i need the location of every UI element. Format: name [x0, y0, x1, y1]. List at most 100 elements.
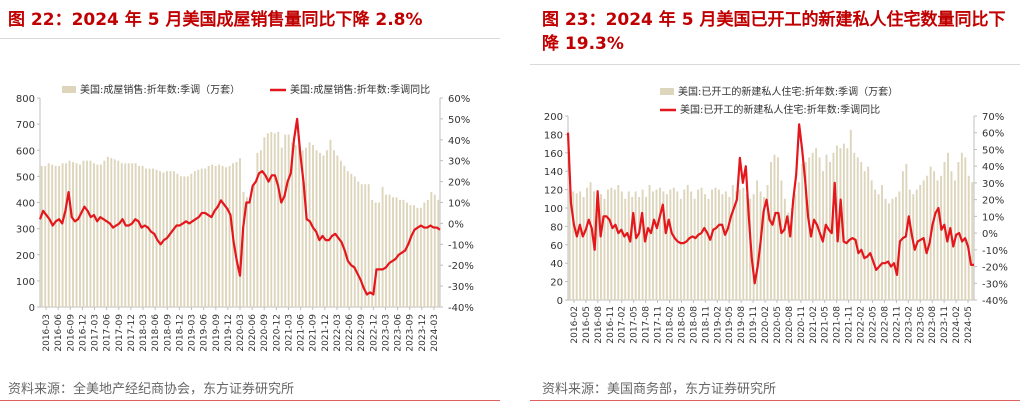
- legend-swatch-bar: [660, 88, 674, 95]
- x-tick-label: 2020-06: [248, 314, 258, 352]
- bar: [738, 189, 741, 300]
- x-tick-label: 2023-09: [406, 314, 416, 352]
- bar: [853, 152, 856, 300]
- x-tick-label: 2019-11: [749, 306, 759, 344]
- bar: [54, 165, 57, 307]
- x-tick-label: 2019-06: [200, 314, 210, 352]
- bar: [686, 185, 689, 300]
- bar: [801, 163, 804, 300]
- x-tick-label: 2018-05: [677, 306, 687, 344]
- chart-panel-housing-starts: 图 23：2024 年 5 月美国已开工的新建私人住宅数量同比下降 19.3% …: [530, 0, 1020, 409]
- bar: [742, 187, 745, 300]
- bar: [329, 139, 332, 307]
- bar: [131, 163, 134, 307]
- bar: [423, 202, 426, 307]
- bar: [89, 160, 92, 307]
- x-tick-label: 2019-09: [212, 314, 222, 352]
- bar: [172, 171, 175, 307]
- chart-source: 资料来源：全美地产经纪商协会，东方证券研究所: [8, 382, 295, 397]
- bar: [697, 189, 700, 300]
- bar: [61, 163, 64, 307]
- bar: [103, 160, 106, 307]
- x-tick-label: 2021-02: [809, 306, 819, 344]
- bar: [693, 198, 696, 300]
- x-tick-label: 2020-09: [260, 314, 270, 352]
- x-tick-label: 2022-08: [880, 306, 890, 344]
- bar: [409, 205, 412, 307]
- bar: [437, 199, 440, 307]
- bar: [568, 189, 571, 300]
- x-tick-label: 2016-02: [570, 306, 580, 344]
- bar: [259, 150, 262, 307]
- x-tick-label: 2022-03: [333, 314, 343, 352]
- x-tick-label: 2016-03: [42, 314, 52, 352]
- x-tick-label: 2017-03: [91, 314, 101, 352]
- bar: [179, 176, 182, 308]
- bar: [672, 187, 675, 300]
- bar: [787, 212, 790, 300]
- bar: [849, 129, 852, 300]
- bar: [919, 185, 922, 300]
- bar: [301, 150, 304, 307]
- y-tick-label-right: 0%: [982, 229, 998, 240]
- x-tick-label: 2023-11: [940, 306, 950, 344]
- bar: [940, 175, 942, 300]
- bar: [197, 169, 200, 307]
- y-tick-label-left: 120: [544, 186, 563, 197]
- bar: [319, 152, 321, 307]
- bar: [797, 182, 800, 300]
- y-tick-label-left: 80: [550, 222, 563, 233]
- bar: [225, 167, 228, 307]
- bar: [266, 133, 269, 307]
- bar: [72, 162, 74, 307]
- bar: [353, 176, 356, 308]
- chart-plot-housing-starts: 0 20 40 60 80 100 120 140 160 180 200 -40% -30% -20% -…: [544, 85, 1008, 344]
- x-tick-label: 2017-08: [642, 306, 652, 344]
- bar: [832, 152, 835, 300]
- bar: [75, 163, 78, 307]
- y-tick-label-right: 60%: [448, 94, 470, 105]
- y-tick-label-right: 60%: [982, 129, 1004, 140]
- bar: [221, 165, 224, 307]
- bar: [652, 191, 654, 300]
- y-tick-label-right: 50%: [982, 145, 1004, 156]
- bar: [419, 207, 422, 307]
- y-tick-label-right: 30%: [448, 157, 470, 168]
- bar: [183, 176, 186, 308]
- bar: [152, 168, 154, 307]
- y-tick-label-right: -10%: [982, 246, 1008, 257]
- bar: [620, 191, 623, 300]
- bottom-divider: [530, 400, 1020, 401]
- x-tick-label: 2018-12: [175, 314, 185, 352]
- bar: [263, 137, 266, 307]
- bar: [235, 162, 238, 307]
- bar: [346, 171, 349, 307]
- bar: [395, 197, 398, 307]
- bar: [367, 184, 370, 307]
- y-tick-label-right: 70%: [982, 112, 1004, 123]
- bar: [971, 182, 974, 300]
- bar: [724, 191, 727, 300]
- x-tick-label: 2017-02: [618, 306, 628, 344]
- bar: [877, 194, 880, 300]
- bar: [770, 162, 772, 300]
- y-tick-label-left: 100: [544, 204, 563, 215]
- bar: [58, 165, 61, 307]
- x-tick-label: 2020-05: [773, 306, 783, 344]
- y-tick-label-left: 0: [557, 296, 563, 307]
- x-tick-label: 2018-02: [666, 306, 676, 344]
- x-tick-label: 2016-09: [66, 314, 76, 352]
- bar: [669, 189, 672, 300]
- bar: [711, 189, 713, 300]
- y-tick-label-right: 10%: [448, 199, 470, 210]
- bar: [305, 147, 308, 307]
- x-tick-label: 2022-02: [857, 306, 867, 344]
- bar: [127, 163, 130, 307]
- bar: [148, 168, 151, 307]
- y-tick-label-left: 100: [16, 277, 35, 288]
- y-tick-label-left: 40: [550, 259, 563, 270]
- bar: [92, 163, 95, 307]
- x-tick-label: 2023-08: [928, 306, 938, 344]
- bar: [665, 194, 668, 300]
- bar: [273, 133, 276, 307]
